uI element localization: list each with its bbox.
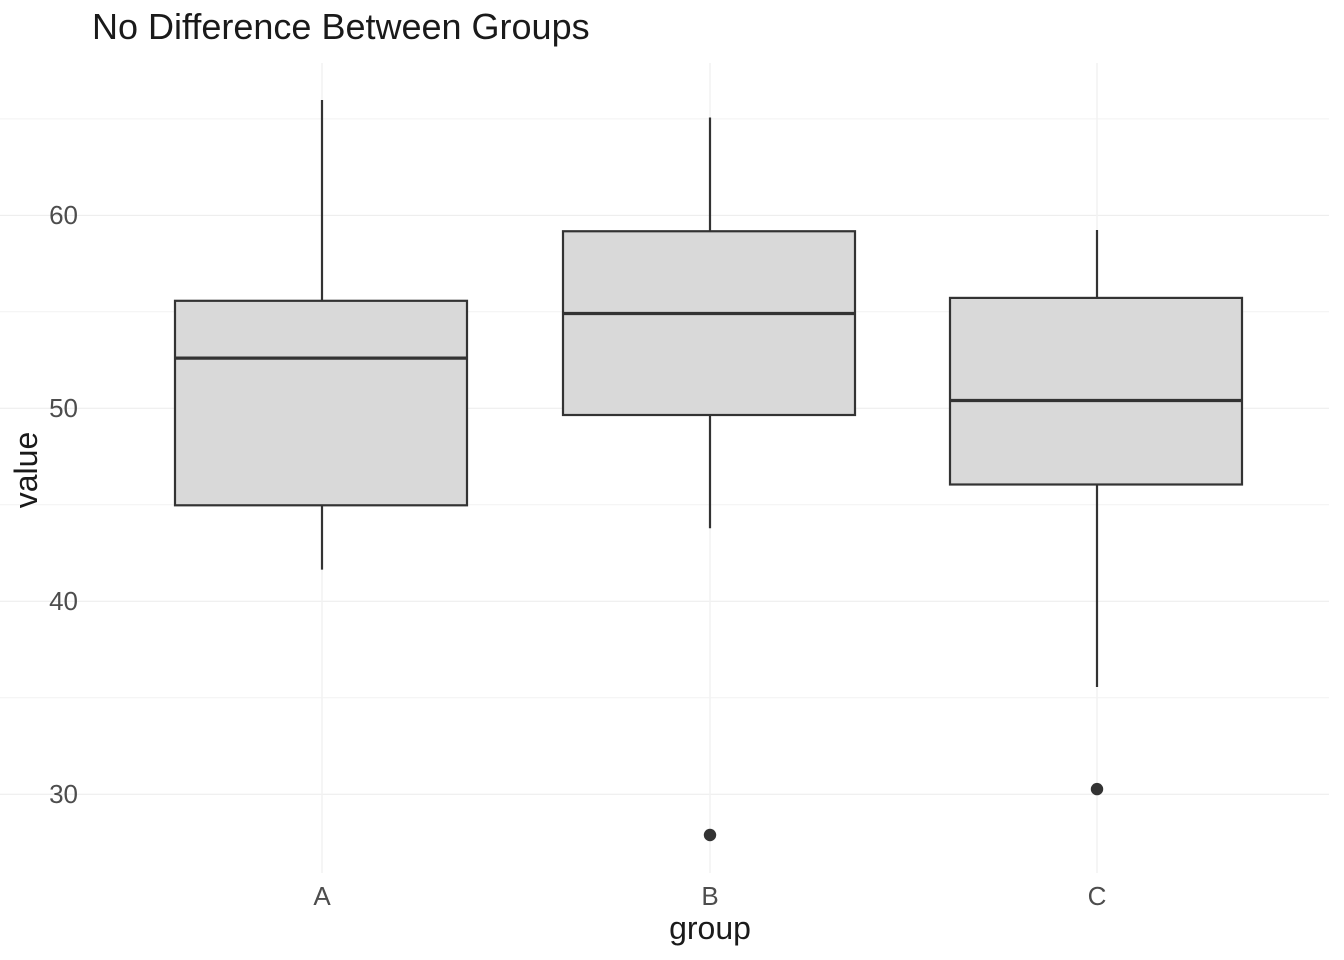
svg-text:C: C — [1088, 881, 1107, 911]
svg-text:50: 50 — [49, 393, 78, 423]
svg-text:30: 30 — [49, 779, 78, 809]
svg-text:60: 60 — [49, 200, 78, 230]
svg-text:40: 40 — [49, 586, 78, 616]
svg-text:B: B — [701, 881, 718, 911]
svg-text:value: value — [8, 432, 44, 509]
svg-text:A: A — [313, 881, 331, 911]
svg-text:group: group — [669, 910, 751, 946]
